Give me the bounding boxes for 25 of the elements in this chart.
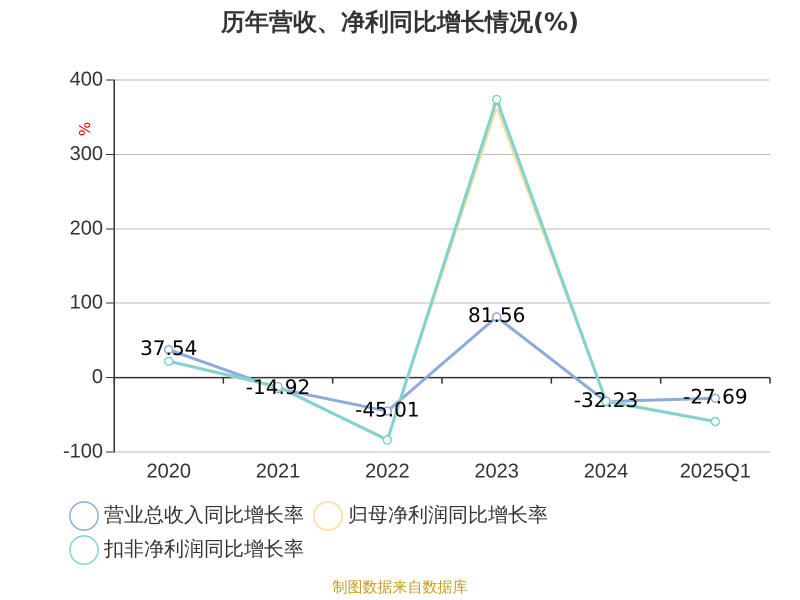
data-label: -27.69 [683,384,748,408]
data-label: -32.23 [574,388,638,412]
x-tick-label: 2020 [146,460,191,483]
legend-label: 扣非净利润同比增长率 [103,538,304,561]
y-tick-label: 100 [70,292,104,314]
legend-label: 归母净利润同比增长率 [348,504,548,527]
x-tick-label: 2025Q1 [680,460,751,483]
y-tick-label: -100 [63,440,104,463]
data-label: 81.56 [468,303,526,328]
x-tick-label: 2021 [256,460,300,483]
x-tick-label: 2022 [365,460,410,483]
text: 制图数据来自数据库 [332,578,468,597]
y-tick-label: 200 [70,217,104,240]
y-tick-label: 400 [70,68,104,91]
y-tick-label: 0 [92,366,104,388]
data-label: 37.54 [140,336,198,360]
data-label: -45.01 [355,397,420,422]
y-axis-title: % [76,122,94,136]
chart-title: 历年营收、净利同比增长情况(%) [220,7,580,38]
data-label: -14.92 [246,374,310,399]
x-tick-label: 2023 [474,460,519,483]
point [492,94,502,104]
x-tick-label: 2024 [584,460,628,483]
legend-label: 营业总收入同比增长率 [104,504,304,527]
y-tick-label: 300 [70,142,104,165]
